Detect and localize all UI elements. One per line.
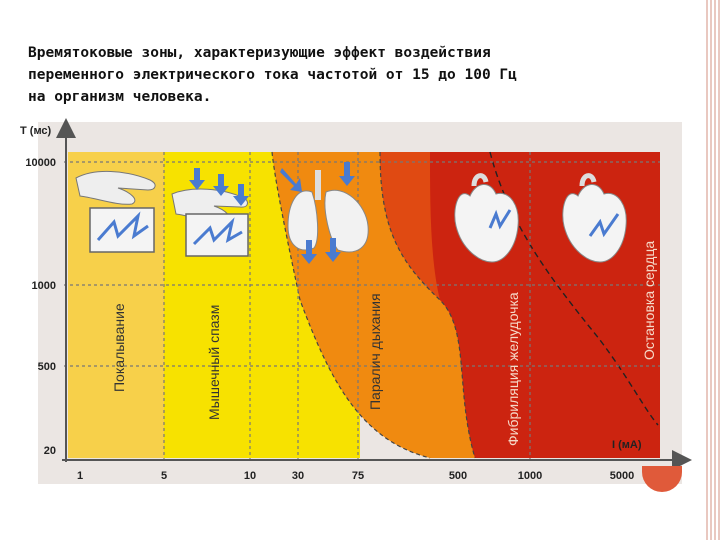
boundary-curve-fibrillation [379, 151, 476, 459]
boundary-curve-paralysis [271, 151, 431, 459]
zone-label-tingling: Покалывание [111, 303, 127, 392]
slide-border-decoration [706, 0, 720, 540]
x-tick-label: 10 [244, 470, 256, 482]
y-axis-label: T (мс) [20, 125, 52, 137]
x-axis-label: I (мА) [612, 439, 642, 451]
slide-title: Времятоковые зоны, характеризующие эффек… [28, 45, 517, 105]
zone-label-ventricular-fibrillation: Фибриляция желудочка [505, 292, 521, 446]
x-tick-label: 1 [77, 470, 83, 482]
heart-fibrillation-icon [454, 173, 519, 263]
y-tick-label: 10000 [25, 157, 56, 169]
x-tick-label: 500 [449, 470, 467, 482]
hand-tingling-icon [75, 170, 156, 253]
lungs-icon [280, 162, 369, 264]
y-tick-label: 20 [44, 445, 56, 457]
x-tick-label: 1000 [518, 470, 542, 482]
y-tick-label: 500 [38, 361, 56, 373]
x-tick-label: 5000 [610, 470, 634, 482]
hand-spasm-icon [171, 168, 249, 257]
x-tick-label: 30 [292, 470, 304, 482]
y-tick-label: 1000 [32, 280, 56, 292]
zone-label-muscle-spasm: Мышечный спазм [206, 305, 222, 420]
x-tick-label: 75 [352, 470, 364, 482]
zone-label-cardiac-arrest: Остановка сердца [641, 241, 657, 360]
x-tick-label: 5 [161, 470, 167, 482]
heart-arrest-icon [562, 173, 627, 263]
zone-label-respiratory-paralysis: Паралич дыхания [367, 293, 383, 410]
